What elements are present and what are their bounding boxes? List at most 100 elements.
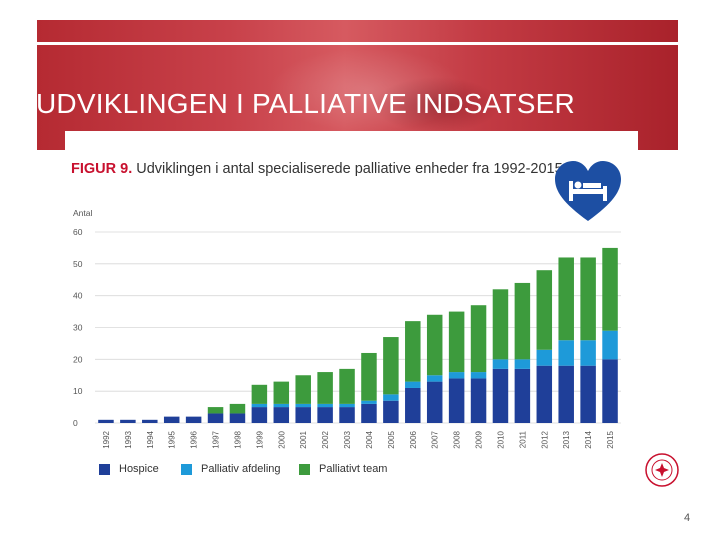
bar-2011-palliativ-afdeling — [514, 359, 531, 369]
x-tick-label: 1998 — [233, 430, 242, 448]
bar-2002-hospice — [317, 407, 333, 423]
legend-swatch-palliativ-afdeling — [181, 463, 192, 475]
page-number: 4 — [684, 512, 691, 524]
x-tick-label: 1993 — [124, 430, 133, 448]
legend-item-palliativ-afdeling: Palliativ afdeling — [181, 463, 299, 475]
bar-2012-palliativ-afdeling — [536, 349, 553, 366]
bar-2013-palliativt-team — [558, 257, 574, 341]
y-tick-label: 40 — [73, 291, 83, 301]
bar-2004-palliativ-afdeling — [361, 400, 377, 404]
bar-2007-palliativt-team — [426, 314, 443, 376]
x-tick-label: 2012 — [540, 430, 549, 448]
x-tick-label: 2010 — [496, 430, 505, 448]
bar-1997-hospice — [207, 413, 224, 423]
bar-2003-hospice — [339, 407, 355, 423]
bar-2012-hospice — [536, 365, 553, 423]
organization-seal-icon — [644, 452, 680, 488]
bar-2000-palliativ-afdeling — [273, 403, 290, 408]
x-tick-label: 2006 — [409, 430, 418, 448]
x-tick-label: 2003 — [343, 430, 352, 448]
bar-2008-palliativt-team — [448, 311, 465, 373]
bar-2013-palliativ-afdeling — [558, 340, 574, 366]
bar-1999-palliativ-afdeling — [251, 403, 268, 408]
y-tick-label: 60 — [73, 227, 83, 237]
figure-title: FIGUR 9. Udviklingen i antal specialiser… — [71, 161, 563, 177]
bar-2000-palliativt-team — [273, 381, 290, 404]
y-tick-label: 20 — [73, 354, 83, 364]
legend-label-hospice: Hospice — [119, 463, 159, 475]
bar-2010-palliativt-team — [492, 289, 509, 360]
bar-2007-palliativ-afdeling — [426, 375, 443, 382]
legend-item-hospice: Hospice — [99, 463, 181, 475]
y-tick-label: 30 — [73, 323, 83, 333]
bar-2006-palliativ-afdeling — [405, 381, 421, 388]
bar-2000-hospice — [273, 407, 290, 423]
bar-2001-palliativ-afdeling — [295, 403, 311, 408]
bar-2008-palliativ-afdeling — [448, 372, 465, 379]
legend-swatch-hospice — [99, 463, 110, 475]
bar-2005-palliativt-team — [383, 337, 399, 395]
x-tick-label: 2007 — [431, 430, 440, 448]
x-tick-label: 2014 — [584, 430, 593, 448]
bar-1999-hospice — [251, 407, 268, 423]
bar-2001-hospice — [295, 407, 311, 423]
bar-2014-palliativt-team — [580, 257, 596, 341]
bar-2001-palliativt-team — [295, 375, 311, 404]
bar-1996-hospice — [185, 416, 202, 423]
x-tick-label: 2015 — [606, 430, 615, 448]
bar-2009-palliativ-afdeling — [470, 372, 487, 379]
legend-label-palliativt-team: Palliativt team — [319, 463, 388, 475]
bar-2009-palliativt-team — [470, 305, 487, 373]
legend-swatch-palliativt-team — [299, 463, 310, 475]
x-tick-label: 2001 — [299, 430, 308, 448]
bar-1998-palliativt-team — [229, 403, 246, 414]
header-banner — [37, 20, 678, 150]
x-tick-label: 2009 — [475, 430, 484, 448]
bar-1994-hospice — [142, 419, 158, 423]
bar-1995-hospice — [163, 416, 180, 423]
x-tick-label: 1996 — [190, 430, 199, 448]
heart-bed-icon — [553, 159, 623, 225]
bar-2009-hospice — [470, 378, 487, 423]
bar-2010-palliativ-afdeling — [492, 359, 509, 369]
x-tick-label: 2008 — [453, 430, 462, 448]
bar-2011-palliativt-team — [514, 282, 531, 360]
bar-1999-palliativt-team — [251, 384, 268, 404]
x-tick-label: 1992 — [102, 430, 111, 448]
legend-item-palliativt-team: Palliativt team — [299, 463, 387, 475]
x-tick-label: 2000 — [277, 430, 286, 448]
legend-label-palliativ-afdeling: Palliativ afdeling — [201, 463, 281, 475]
bar-2015-palliativ-afdeling — [602, 330, 618, 360]
x-tick-label: 2005 — [387, 430, 396, 448]
x-tick-label: 2002 — [321, 430, 330, 448]
bar-2014-hospice — [580, 365, 596, 423]
x-tick-label: 2013 — [562, 430, 571, 448]
x-tick-label: 1994 — [146, 430, 155, 448]
bar-1997-palliativt-team — [207, 407, 224, 414]
x-tick-label: 1997 — [212, 430, 221, 448]
bar-2005-palliativ-afdeling — [383, 394, 399, 401]
y-tick-label: 10 — [73, 386, 83, 396]
bar-2003-palliativt-team — [339, 368, 355, 404]
bar-2010-hospice — [492, 368, 509, 423]
bar-2004-palliativt-team — [361, 352, 377, 401]
figure-caption: Udviklingen i antal specialiserede palli… — [136, 161, 563, 177]
bar-2003-palliativ-afdeling — [339, 403, 355, 408]
bar-2002-palliativ-afdeling — [317, 403, 333, 408]
figure-label: FIGUR 9. — [71, 161, 133, 177]
bar-2013-hospice — [558, 365, 574, 423]
bar-2014-palliativ-afdeling — [580, 340, 596, 366]
y-axis-label: Antal — [73, 208, 92, 218]
y-tick-label: 0 — [73, 418, 78, 428]
x-tick-label: 1995 — [168, 430, 177, 448]
slide-title: UDVIKLINGEN I PALLIATIVE INDSATSER — [36, 88, 575, 119]
bar-2015-palliativt-team — [602, 247, 618, 331]
bar-2006-palliativt-team — [405, 321, 421, 382]
bar-1993-hospice — [120, 419, 136, 423]
bar-1992-hospice — [98, 419, 114, 423]
y-tick-label: 50 — [73, 259, 83, 269]
bar-2012-palliativt-team — [536, 270, 553, 350]
bar-2006-hospice — [405, 387, 421, 423]
figure-panel: FIGUR 9. Udviklingen i antal specialiser… — [65, 131, 638, 492]
stacked-bar-chart: Antal 0 10 20 30 40 50 60 1992 1993 1994 1995 1996 19… — [73, 208, 621, 449]
